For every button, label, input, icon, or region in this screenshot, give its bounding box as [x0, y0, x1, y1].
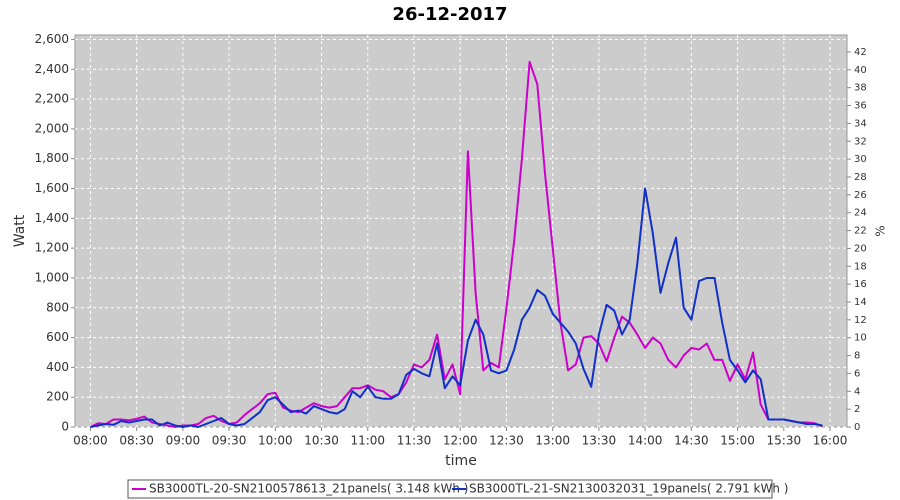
y-tick-label: 1,400	[35, 211, 69, 225]
y2-axis-label: %	[874, 225, 888, 236]
y-tick-label: 1,200	[35, 241, 69, 255]
y2-tick-label: 22	[854, 226, 867, 237]
y2-tick-label: 28	[854, 172, 867, 183]
y2-tick-label: 16	[854, 279, 867, 290]
y-tick-label: 400	[46, 360, 69, 374]
y2-tick-label: 10	[854, 333, 867, 344]
x-tick-label: 12:00	[443, 434, 478, 448]
legend-label: SB3000TL-20-SN2100578613_21panels( 3.148…	[149, 482, 468, 496]
y2-tick-label: 34	[854, 118, 867, 129]
y2-tick-label: 2	[854, 404, 860, 415]
y-tick-label: 2,000	[35, 121, 69, 135]
y-tick-label: 2,600	[35, 32, 69, 46]
y-tick-label: 2,400	[35, 62, 69, 76]
x-tick-label: 10:30	[304, 434, 339, 448]
x-tick-label: 10:00	[258, 434, 293, 448]
y2-tick-label: 20	[854, 243, 867, 254]
x-tick-label: 16:00	[813, 434, 848, 448]
series-line	[90, 187, 823, 428]
x-tick-label: 08:30	[119, 434, 154, 448]
y2-tick-label: 8	[854, 351, 860, 362]
y-tick-label: 200	[46, 390, 69, 404]
x-tick-label: 11:30	[397, 434, 432, 448]
y2-tick-label: 24	[854, 208, 867, 219]
y-tick-label: 600	[46, 330, 69, 344]
y2-tick-label: 42	[854, 47, 867, 58]
y2-tick-label: 12	[854, 315, 867, 326]
y-tick-label: 800	[46, 300, 69, 314]
y-axis-label: Watt	[12, 214, 28, 247]
x-tick-label: 14:30	[674, 434, 709, 448]
y2-tick-label: 4	[854, 386, 860, 397]
x-tick-label: 12:30	[489, 434, 524, 448]
x-tick-label: 13:30	[582, 434, 617, 448]
legend-label: SB3000TL-21-SN2130032031_19panels( 2.791…	[469, 482, 788, 496]
y2-tick-label: 0	[854, 422, 860, 433]
legend	[127, 479, 773, 499]
y-tick-label: 1,000	[35, 270, 69, 284]
y2-tick-label: 18	[854, 261, 867, 272]
y-tick-label: 1,600	[35, 181, 69, 195]
x-tick-label: 13:00	[535, 434, 570, 448]
y2-tick-label: 26	[854, 190, 867, 201]
x-tick-label: 11:00	[350, 434, 385, 448]
y-tick-label: 0	[61, 420, 69, 434]
y2-tick-label: 14	[854, 297, 867, 308]
x-tick-label: 08:00	[73, 434, 108, 448]
y2-tick-label: 32	[854, 136, 867, 147]
chart-title: 26-12-2017	[392, 4, 507, 25]
y-tick-label: 2,200	[35, 92, 69, 106]
y2-tick-label: 36	[854, 101, 867, 112]
y2-tick-label: 6	[854, 368, 860, 379]
y-tick-label: 1,800	[35, 151, 69, 165]
x-tick-label: 15:00	[720, 434, 755, 448]
x-tick-label: 15:30	[767, 434, 802, 448]
x-tick-label: 09:00	[166, 434, 201, 448]
x-tick-label: 09:30	[212, 434, 247, 448]
x-tick-label: 14:00	[628, 434, 663, 448]
y2-tick-label: 38	[854, 83, 867, 94]
y2-tick-label: 40	[854, 65, 867, 76]
x-axis-label: time	[445, 453, 477, 469]
y2-tick-label: 30	[854, 154, 867, 165]
